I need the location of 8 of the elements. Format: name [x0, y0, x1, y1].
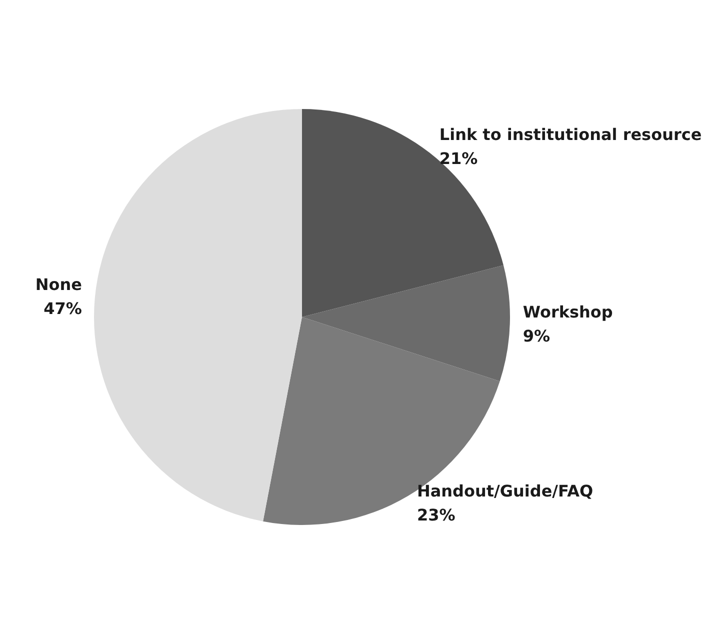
- slice-label: None: [35, 275, 82, 294]
- slice-label: Handout/Guide/FAQ: [416, 481, 594, 500]
- slice-label: Link to institutional resource: [439, 124, 702, 144]
- slice-label: Workshop: [522, 302, 613, 322]
- data-label: 47%: [44, 299, 82, 318]
- data-label: 23%: [416, 505, 456, 524]
- data-label: 21%: [439, 148, 478, 168]
- data-label: 9%: [522, 326, 550, 346]
